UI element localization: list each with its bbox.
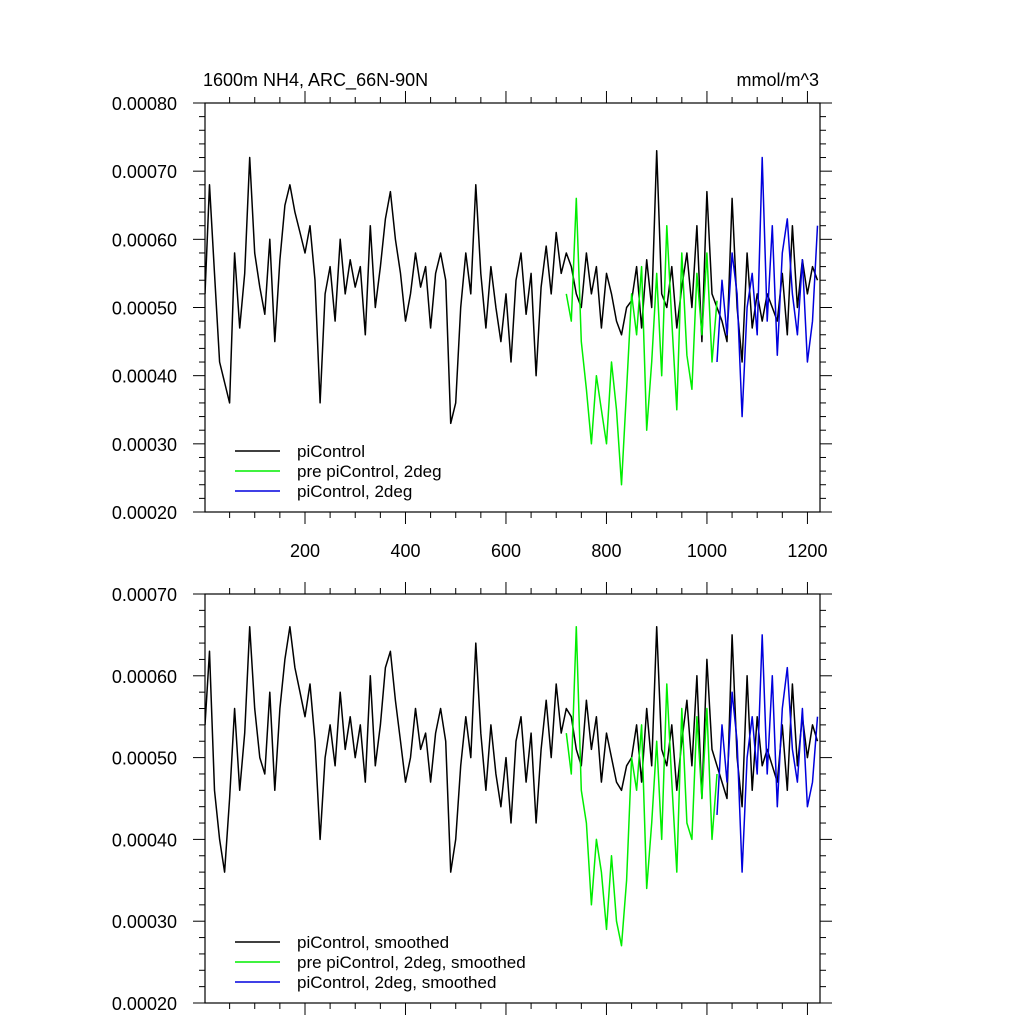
- units-label: mmol/m^3: [737, 70, 819, 90]
- y-tick-label: 0.00050: [112, 749, 177, 769]
- chart-title: 1600m NH4, ARC_66N-90N: [203, 70, 428, 91]
- legend-label-2: piControl, 2deg: [297, 482, 412, 501]
- series-line-1: [565, 625, 718, 947]
- plot-frame: [204, 593, 821, 1004]
- top-panel: 200 400 600 800 1000 1200 0.00020 0.00030 0.0004…: [112, 91, 832, 561]
- y-tick-label: 0.00030: [112, 435, 177, 455]
- y-tick-label: 0.00020: [112, 503, 177, 523]
- x-tick-label: 200: [290, 541, 320, 561]
- legend-label-1: pre piControl, 2deg, smoothed: [297, 953, 526, 972]
- x-tick-label: 1200: [787, 541, 827, 561]
- series-line-2: [716, 634, 819, 873]
- y-tick-label: 0.00050: [112, 299, 177, 319]
- y-tick-label: 0.00020: [112, 994, 177, 1014]
- x-tick-label: 800: [591, 541, 621, 561]
- y-tick-label: 0.00030: [112, 912, 177, 932]
- y-tick-label: 0.00040: [112, 367, 177, 387]
- bottom-panel: 0.00020 0.00030 0.00040 0.00050 0.00060 0.000…: [112, 582, 832, 1015]
- series-line-2: [716, 156, 819, 418]
- legend-label-0: piControl: [297, 442, 365, 461]
- x-tick-label: 1000: [687, 541, 727, 561]
- x-tick-label: 400: [390, 541, 420, 561]
- series-line-0: [205, 149, 819, 425]
- legend-label-1: pre piControl, 2deg: [297, 462, 442, 481]
- y-tick-label: 0.00070: [112, 162, 177, 182]
- y-tick-label: 0.00070: [112, 585, 177, 605]
- y-tick-label: 0.00080: [112, 94, 177, 114]
- x-tick-label: 600: [491, 541, 521, 561]
- y-tick-label: 0.00040: [112, 830, 177, 850]
- legend-label-0: piControl, smoothed: [297, 933, 449, 952]
- legend-label-2: piControl, 2deg, smoothed: [297, 973, 496, 992]
- series-line-0: [205, 625, 819, 873]
- y-tick-label: 0.00060: [112, 230, 177, 250]
- y-tick-label: 0.00060: [112, 667, 177, 687]
- series-line-1: [565, 197, 718, 486]
